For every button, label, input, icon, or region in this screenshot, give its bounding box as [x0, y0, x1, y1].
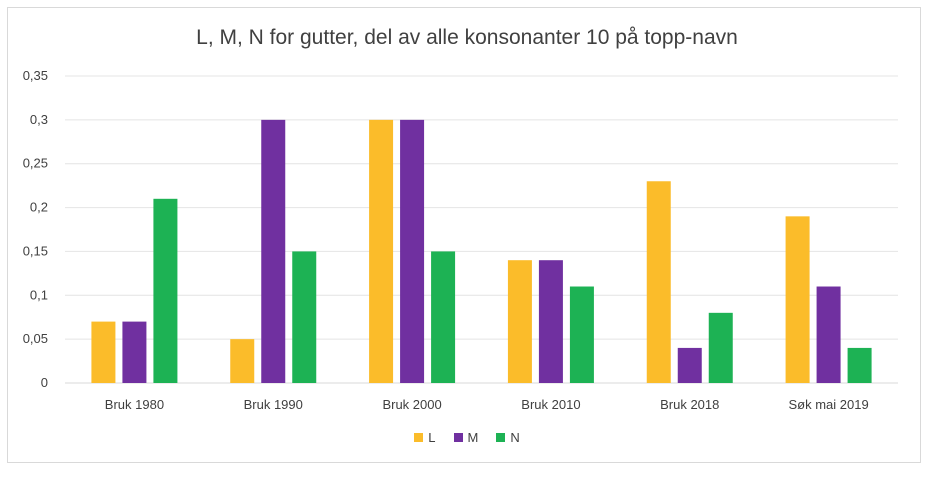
legend-item: N: [496, 430, 520, 445]
bar-m: [816, 286, 841, 383]
bar-m: [122, 321, 147, 383]
y-tick-label: 0,15: [23, 243, 48, 258]
bar-n: [708, 312, 733, 383]
bar-n: [292, 251, 317, 383]
bar-l: [785, 216, 810, 383]
x-tick-label: Søk mai 2019: [788, 397, 868, 412]
bar-m: [677, 347, 702, 383]
x-tick-label: Bruk 1980: [105, 397, 164, 412]
x-tick-label: Bruk 2010: [521, 397, 580, 412]
legend-swatch: [414, 433, 424, 442]
bar-l: [91, 321, 116, 383]
bar-m: [400, 119, 425, 383]
bar-m: [538, 260, 563, 383]
y-tick-label: 0,2: [30, 200, 48, 215]
y-axis-ticks: 0 0,05 0,1 0,15 0,2 0,25 0,3 0,35: [23, 68, 48, 390]
legend-label: M: [467, 430, 479, 445]
bar-m: [261, 119, 286, 383]
legend: L M N: [0, 430, 934, 445]
bar-l: [646, 181, 671, 383]
bars: [91, 119, 872, 383]
bar-n: [569, 286, 594, 383]
bar-n: [153, 198, 178, 383]
y-tick-label: 0,3: [30, 112, 48, 127]
y-tick-label: 0,05: [23, 331, 48, 346]
x-axis-ticks: Bruk 1980 Bruk 1990 Bruk 2000 Bruk 2010 Bruk…: [105, 397, 869, 412]
y-tick-label: 0,25: [23, 156, 48, 171]
legend-swatch: [453, 433, 463, 442]
legend-item: M: [453, 430, 479, 445]
y-tick-label: 0,35: [23, 68, 48, 83]
bar-l: [369, 119, 394, 383]
legend-swatch: [496, 433, 506, 442]
x-tick-label: Bruk 1990: [244, 397, 303, 412]
bar-l: [230, 339, 255, 383]
y-tick-label: 0: [41, 375, 48, 390]
x-tick-label: Bruk 2000: [382, 397, 441, 412]
chart-title: L, M, N for gutter, del av alle konsonan…: [196, 26, 738, 49]
bar-n: [431, 251, 456, 383]
bar-n: [847, 347, 872, 383]
legend-item: L: [414, 430, 436, 445]
legend-label: L: [428, 430, 436, 445]
bar-l: [507, 260, 532, 383]
gridlines: [65, 75, 898, 384]
legend-label: N: [510, 430, 520, 445]
y-tick-label: 0,1: [30, 287, 48, 302]
x-tick-label: Bruk 2018: [660, 397, 719, 412]
